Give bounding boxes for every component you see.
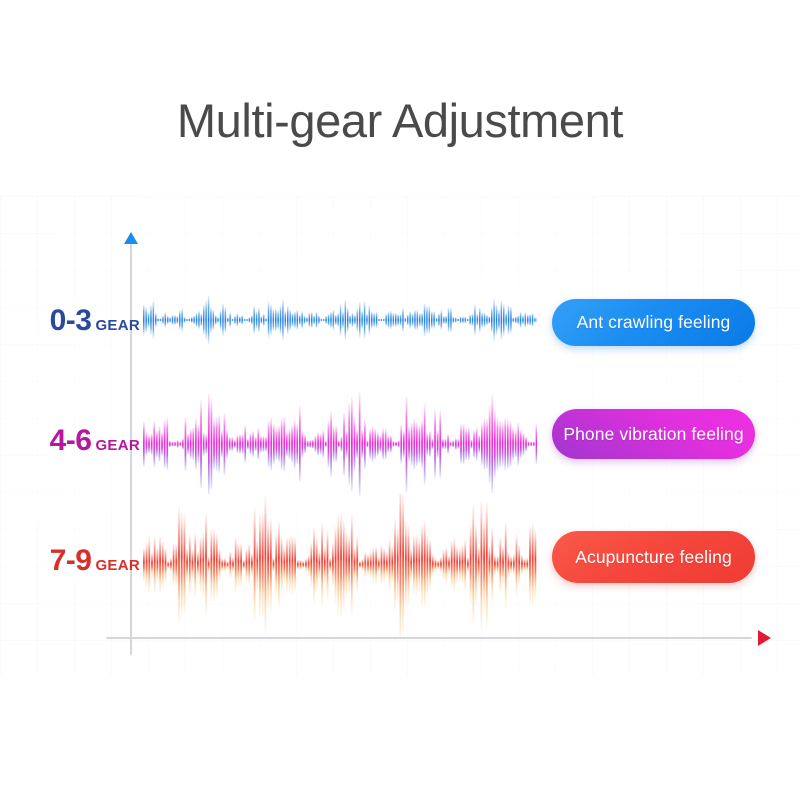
page-title: Multi-gear Adjustment	[176, 94, 624, 147]
triangle-right-icon	[758, 630, 771, 646]
gear-label-7-9: 7-9 GEAR	[30, 544, 140, 578]
waveform-7-9	[143, 494, 537, 636]
gear-label-4-6: 4-6 GEAR	[30, 424, 140, 458]
x-axis-line	[106, 637, 752, 639]
pill-label: Ant crawling feeling	[576, 312, 731, 332]
gear-range-text: 7-9	[49, 544, 92, 577]
gear-label-0-3: 0-3 GEAR	[30, 304, 140, 338]
pill-label: Phone vibration feeling	[563, 423, 744, 444]
gear-row-4-6: 4-6 GEAR Phone vibration feeling	[0, 368, 800, 508]
triangle-up-icon	[124, 232, 138, 244]
gear-unit-text: GEAR	[95, 317, 140, 334]
feeling-pill-phone-vibration[interactable]: Phone vibration feeling	[552, 409, 755, 459]
waveform-0-3	[143, 290, 537, 350]
gear-row-0-3: 0-3 GEAR Ant crawling feeling	[0, 250, 800, 390]
gear-range-text: 0-3	[49, 304, 92, 337]
waveform-4-6	[143, 392, 537, 496]
gear-unit-text: GEAR	[95, 437, 140, 454]
gear-range-text: 4-6	[49, 424, 92, 457]
feeling-pill-ant-crawling[interactable]: Ant crawling feeling	[552, 299, 755, 346]
gear-row-7-9: 7-9 GEAR Acupuncture feeling	[0, 480, 800, 640]
feeling-pill-acupuncture[interactable]: Acupuncture feeling	[552, 531, 755, 583]
gear-unit-text: GEAR	[95, 557, 140, 574]
y-axis-line	[130, 243, 132, 655]
pill-label: Acupuncture feeling	[575, 546, 732, 567]
